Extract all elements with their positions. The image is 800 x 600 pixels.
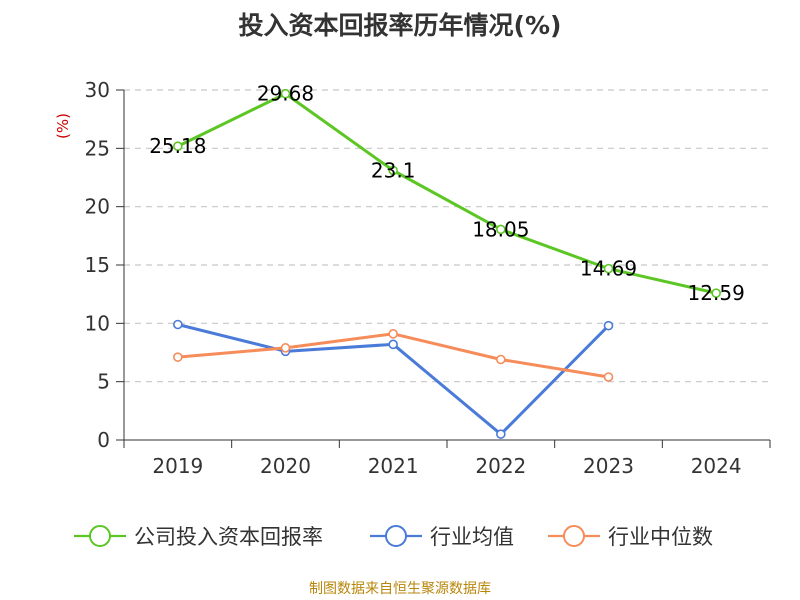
data-label: 29.68: [257, 82, 314, 106]
x-tick-label: 2019: [152, 454, 203, 478]
data-labels: 25.18 29.68 23.1 18.05 14.69 12.59: [149, 82, 745, 305]
legend-label: 行业均值: [430, 525, 514, 549]
series-line-0: [177, 92, 717, 295]
data-label: 25.18: [149, 134, 206, 158]
chart-title: 投入资本回报率历年情况(%): [238, 11, 562, 40]
grid-lines: [124, 89, 770, 383]
x-tick-label: 2024: [691, 454, 742, 478]
x-tick-label: 2021: [368, 454, 419, 478]
y-tick-label: 20: [85, 195, 110, 219]
data-point: [388, 329, 398, 339]
data-point: [388, 165, 398, 176]
data-point: [496, 354, 506, 365]
data-point: [173, 141, 183, 152]
data-point: [603, 372, 614, 382]
data-point: [173, 352, 183, 362]
data-point: [280, 88, 291, 99]
data-point: [496, 429, 506, 439]
data-point: [280, 343, 291, 353]
y-tick-label: 5: [97, 370, 110, 394]
x-tick-label: 2020: [260, 454, 311, 478]
data-label: 14.69: [580, 257, 637, 281]
y-tick-label: 10: [85, 311, 110, 335]
data-point: [603, 320, 614, 331]
y-axis-unit: (%): [54, 113, 72, 139]
y-tick-label: 15: [85, 253, 110, 277]
legend-label: 行业中位数: [608, 525, 713, 549]
series-lines: [173, 88, 721, 439]
y-tick-label: 25: [85, 136, 110, 160]
y-tick-label: 30: [85, 78, 110, 102]
axes: 0 5 10 15 20 25 30 (%) 2019 2020 2021 2022 2023 2024: [54, 78, 771, 478]
data-label: 23.1: [371, 159, 416, 183]
legend: 公司投入资本回报率 行业均值 行业中位数: [74, 525, 713, 549]
data-point: [603, 263, 614, 274]
data-point: [388, 339, 398, 350]
data-point: [173, 319, 183, 330]
x-tick-label: 2022: [475, 454, 526, 478]
data-point: [711, 288, 721, 298]
source-note: 制图数据来自恒生聚源数据库: [309, 581, 491, 597]
x-tick-label: 2023: [583, 454, 634, 478]
legend-marker: [385, 525, 407, 547]
legend-label: 公司投入资本回报率: [134, 525, 323, 549]
data-point: [496, 224, 506, 235]
y-tick-label: 0: [97, 428, 110, 452]
data-label: 18.05: [472, 217, 529, 241]
data-label: 12.59: [688, 281, 745, 305]
legend-marker: [89, 525, 111, 547]
legend-marker: [563, 525, 585, 547]
